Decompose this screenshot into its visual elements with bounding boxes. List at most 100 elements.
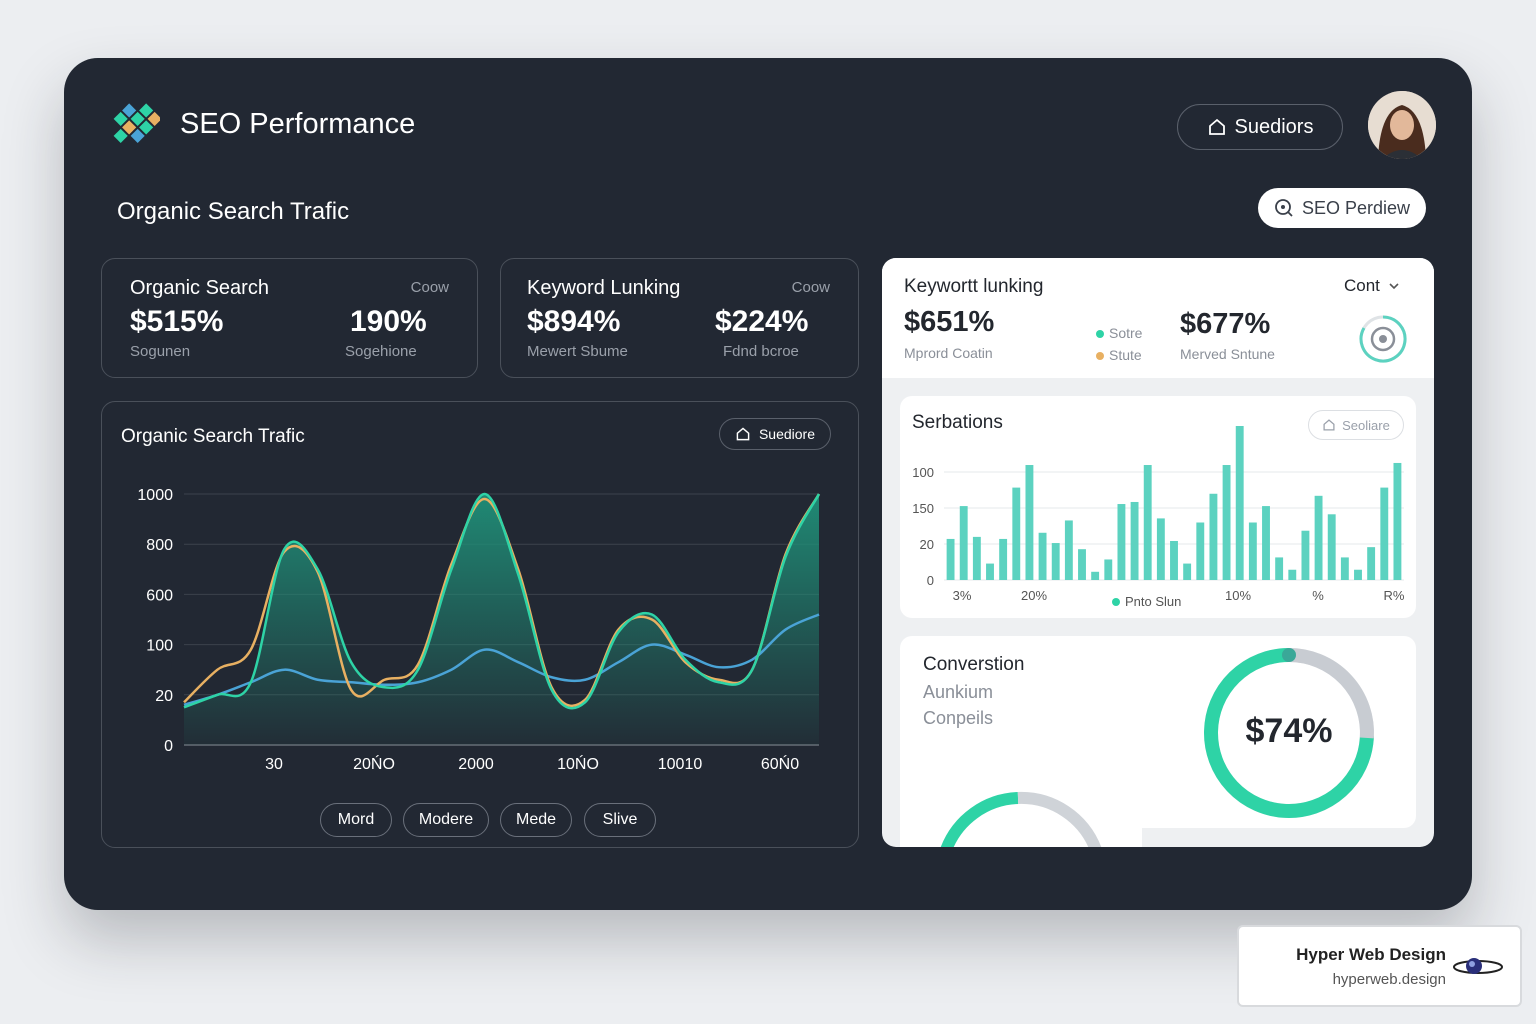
watermark-url: hyperweb.design bbox=[1332, 971, 1446, 988]
bar bbox=[1143, 465, 1152, 580]
y-tick-label: 1000 bbox=[137, 487, 173, 504]
bar bbox=[1170, 540, 1178, 580]
sessions-legend-label: Pnto Slun bbox=[1125, 594, 1182, 609]
stat-card-value-left: $515% bbox=[130, 305, 224, 338]
keyword-dropdown[interactable]: Cont bbox=[1344, 276, 1400, 296]
traffic-chart-button[interactable]: Suediore bbox=[719, 418, 831, 450]
stat-card-value-left: $894% bbox=[527, 305, 621, 338]
bar bbox=[1354, 569, 1362, 580]
planet-logo-icon bbox=[1453, 958, 1503, 974]
keyword-sub-left: Mprord Coatin bbox=[904, 345, 993, 361]
bar bbox=[1393, 462, 1402, 580]
bar bbox=[1025, 465, 1034, 580]
y-tick-label: 100 bbox=[146, 638, 173, 655]
seo-review-button[interactable]: SEO Perdiew bbox=[1258, 188, 1426, 228]
keyword-sub-right: Merved Sntune bbox=[1180, 346, 1275, 362]
bar bbox=[959, 506, 968, 580]
search-icon bbox=[1275, 199, 1293, 217]
sessions-button-label: Seoliare bbox=[1342, 417, 1390, 433]
filter-chip-modere[interactable]: Modere bbox=[403, 803, 489, 837]
area-fill-teal bbox=[184, 493, 819, 745]
donut-handle bbox=[1282, 648, 1296, 662]
stat-card-sub-right: Fdnd bcroe bbox=[723, 343, 799, 360]
bar bbox=[1117, 504, 1126, 580]
header-action-label: Suediors bbox=[1234, 115, 1314, 138]
logo-icon bbox=[113, 103, 160, 143]
bar bbox=[999, 538, 1008, 580]
y-tick-label: 150 bbox=[912, 501, 934, 516]
x-tick-label: 10ŃO bbox=[557, 754, 599, 773]
sessions-title: Serbations bbox=[912, 412, 1003, 433]
bar bbox=[1248, 522, 1257, 580]
bar bbox=[946, 538, 955, 580]
bar bbox=[1301, 530, 1310, 580]
legend-label: Stute bbox=[1109, 347, 1142, 363]
x-tick-label: 30 bbox=[265, 756, 283, 773]
avatar[interactable] bbox=[1368, 91, 1436, 159]
x-tick-label: R% bbox=[1384, 588, 1405, 603]
conversion-line2: Conpeils bbox=[923, 708, 994, 728]
y-tick-label: 100 bbox=[912, 465, 934, 480]
donut-slice-value bbox=[1204, 648, 1374, 818]
traffic-chart: 1000 800 600 100 20 0 30 20ŃO 2000 10ŃO 10010 60Ń0 bbox=[137, 487, 821, 773]
stat-card-tag: Coow bbox=[410, 279, 449, 296]
stat-card-keyword-lunking[interactable]: Keyword Lunking Coow $894% Mewert Sbume … bbox=[500, 258, 859, 378]
bar bbox=[1222, 465, 1231, 580]
home-icon bbox=[736, 427, 750, 441]
bar bbox=[1367, 547, 1376, 580]
stat-card-sub-left: Sogunen bbox=[130, 343, 191, 360]
filter-chip-slive[interactable]: Slive bbox=[584, 803, 656, 837]
filter-chip-mede[interactable]: Mede bbox=[500, 803, 572, 837]
bar bbox=[1380, 487, 1389, 580]
conversion-card: Converstion Aunkium Conpeils $74% bbox=[900, 636, 1416, 828]
x-tick-label: 60Ń0 bbox=[761, 754, 799, 773]
keyword-summary-title: Keywortt lunking bbox=[904, 276, 1044, 297]
series-line-teal bbox=[183, 492, 821, 710]
stat-card-value-right: 190% bbox=[350, 305, 427, 338]
bar bbox=[1091, 571, 1100, 580]
x-tick-label: 10% bbox=[1225, 588, 1251, 603]
header-action-button[interactable]: Suediors bbox=[1177, 104, 1343, 150]
conversion-line1: Aunkium bbox=[923, 682, 994, 702]
bar bbox=[1183, 563, 1192, 580]
section-title: Organic Search Trafic bbox=[117, 198, 350, 225]
stat-card-organic-search[interactable]: Organic Search Coow $515% Sogunen 190% S… bbox=[101, 258, 478, 378]
bar bbox=[1340, 557, 1349, 580]
stat-card-sub-right: Sogehione bbox=[345, 343, 417, 360]
traffic-chart-title: Organic Search Trafic bbox=[121, 426, 305, 447]
traffic-chart-button-label: Suediore bbox=[758, 426, 816, 442]
home-icon bbox=[1323, 419, 1335, 431]
x-tick-label: % bbox=[1312, 588, 1324, 603]
legend-item-sotre: Sotre bbox=[1096, 325, 1142, 341]
series-line-blue bbox=[183, 613, 820, 707]
partial-card bbox=[900, 770, 1142, 847]
bar bbox=[1327, 514, 1336, 580]
y-tick-label: 20 bbox=[920, 537, 934, 552]
y-tick-label: 20 bbox=[155, 688, 173, 705]
y-tick-label: 0 bbox=[164, 738, 173, 755]
legend-item-stute: Stute bbox=[1096, 347, 1142, 363]
watermark-badge: Hyper Web Design hyperweb.design bbox=[1237, 925, 1522, 1007]
sessions-card: Serbations Seoliare 100 150 20 0 3% 20% 10%% R%… bbox=[900, 396, 1416, 618]
bar bbox=[1130, 501, 1139, 580]
legend-dot bbox=[1096, 330, 1104, 338]
x-tick-label: 20% bbox=[1021, 588, 1047, 603]
keyword-value-left: $651% bbox=[904, 306, 995, 338]
stat-card-sub-left: Mewert Sbume bbox=[527, 343, 628, 360]
bar bbox=[1051, 543, 1060, 580]
bar bbox=[972, 536, 981, 580]
keyword-summary: Keywortt lunking Cont $651% Mprord Coati… bbox=[882, 258, 1434, 378]
bar bbox=[1262, 506, 1270, 580]
traffic-chart-card: Organic Search Trafic Suediore 1000 800 60… bbox=[101, 401, 859, 848]
filter-chip-mord[interactable]: Mord bbox=[320, 803, 392, 837]
bar bbox=[1235, 426, 1244, 580]
legend-label: Sotre bbox=[1109, 325, 1143, 341]
bar bbox=[986, 563, 994, 580]
sessions-button[interactable]: Seoliare bbox=[1308, 410, 1404, 440]
user-avatar-icon bbox=[1368, 91, 1436, 159]
y-tick-label: 600 bbox=[146, 587, 173, 604]
bar bbox=[1012, 487, 1021, 580]
bar bbox=[1288, 569, 1297, 580]
bar bbox=[1275, 557, 1284, 580]
bar bbox=[1314, 495, 1323, 580]
